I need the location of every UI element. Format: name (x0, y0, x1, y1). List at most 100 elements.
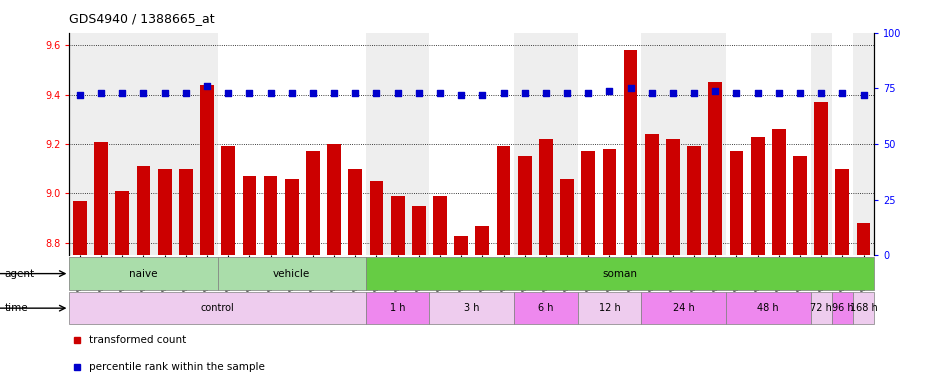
Point (242, 90, 257, 96)
Bar (793, 156, 807, 255)
Bar (217, 33, 366, 255)
Text: 12 h: 12 h (598, 303, 621, 313)
Bar (810, 292, 832, 324)
Point (200, 83, 215, 89)
Point (348, 90, 363, 96)
Point (496, 90, 511, 96)
Bar (94, 142, 108, 255)
Point (517, 90, 532, 96)
Bar (370, 181, 383, 255)
Bar (581, 151, 595, 255)
Bar (217, 257, 366, 290)
Bar (116, 191, 130, 255)
Bar (497, 146, 511, 255)
Bar (327, 144, 341, 255)
Bar (264, 176, 278, 255)
Text: GDS4940 / 1388665_at: GDS4940 / 1388665_at (69, 12, 215, 25)
Bar (726, 33, 810, 255)
Text: percentile rank within the sample: percentile rank within the sample (90, 362, 265, 372)
Point (835, 90, 850, 96)
Bar (69, 292, 366, 324)
Text: 72 h: 72 h (810, 303, 832, 313)
Point (623, 85, 638, 91)
Bar (730, 151, 744, 255)
Text: soman: soman (602, 268, 637, 279)
Point (305, 90, 320, 96)
Bar (853, 33, 874, 255)
Bar (366, 33, 429, 255)
Bar (832, 33, 853, 255)
Bar (518, 156, 532, 255)
Bar (179, 169, 192, 255)
Bar (577, 292, 641, 324)
Bar (69, 33, 217, 255)
Bar (390, 196, 404, 255)
Point (327, 90, 341, 96)
Point (686, 90, 701, 96)
Bar (835, 169, 849, 255)
Point (93, 90, 108, 96)
Bar (200, 84, 214, 255)
Text: 6 h: 6 h (538, 303, 554, 313)
Point (750, 90, 765, 96)
Bar (857, 223, 870, 255)
Bar (641, 33, 726, 255)
Point (412, 90, 426, 96)
Bar (366, 292, 429, 324)
Bar (475, 226, 489, 255)
Bar (666, 139, 680, 255)
Text: 3 h: 3 h (464, 303, 479, 313)
Bar (810, 33, 832, 255)
Bar (772, 129, 785, 255)
Point (263, 90, 278, 96)
Bar (433, 196, 447, 255)
Point (115, 90, 130, 96)
Point (433, 90, 448, 96)
Bar (221, 146, 235, 255)
Bar (285, 179, 299, 255)
Bar (514, 292, 577, 324)
Bar (853, 292, 874, 324)
Text: time: time (5, 303, 29, 313)
Text: 24 h: 24 h (672, 303, 695, 313)
Point (72, 92, 87, 98)
Bar (137, 166, 151, 255)
Point (390, 90, 405, 96)
Bar (69, 257, 217, 290)
Bar (158, 169, 171, 255)
Point (814, 90, 829, 96)
Bar (814, 102, 828, 255)
Point (560, 90, 574, 96)
Bar (645, 134, 659, 255)
Bar (709, 82, 722, 255)
Point (771, 90, 786, 96)
Bar (514, 33, 577, 255)
Point (157, 90, 172, 96)
Bar (687, 146, 701, 255)
Point (221, 90, 236, 96)
Bar (561, 179, 574, 255)
Text: agent: agent (5, 268, 35, 279)
Point (284, 90, 299, 96)
Bar (539, 139, 553, 255)
Bar (623, 50, 637, 255)
Text: 96 h: 96 h (832, 303, 853, 313)
Bar (641, 292, 726, 324)
Point (538, 90, 553, 96)
Point (602, 88, 617, 94)
Point (708, 88, 722, 94)
Text: 1 h: 1 h (389, 303, 405, 313)
Text: control: control (201, 303, 235, 313)
Bar (429, 292, 514, 324)
Point (475, 92, 489, 98)
Bar (454, 235, 468, 255)
Text: 48 h: 48 h (758, 303, 779, 313)
Bar (602, 149, 616, 255)
Text: vehicle: vehicle (273, 268, 311, 279)
Point (179, 90, 193, 96)
Bar (349, 169, 363, 255)
Bar (751, 137, 765, 255)
Point (581, 90, 596, 96)
Text: 168 h: 168 h (850, 303, 878, 313)
Bar (242, 176, 256, 255)
